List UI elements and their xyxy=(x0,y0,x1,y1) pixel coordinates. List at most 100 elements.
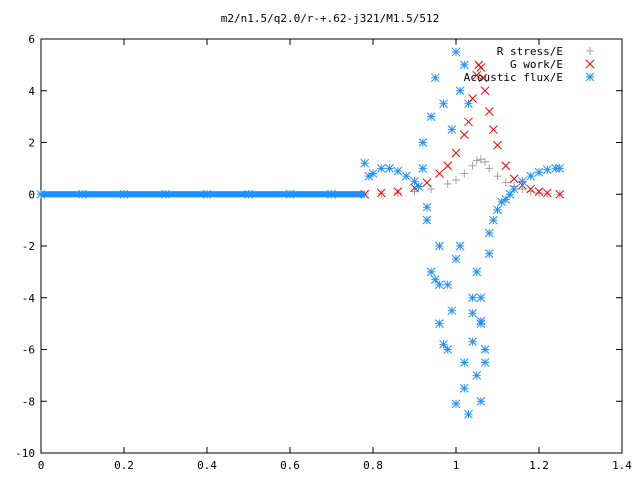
data-point xyxy=(472,267,482,277)
data-point xyxy=(36,189,46,199)
data-point xyxy=(285,189,295,199)
x-tick-label: 0.6 xyxy=(280,459,300,472)
data-point xyxy=(476,293,486,303)
legend-marker xyxy=(586,47,594,55)
data-point xyxy=(468,94,477,103)
y-tick-label: -2 xyxy=(22,240,35,253)
data-point xyxy=(393,187,403,197)
data-point xyxy=(534,167,544,177)
data-point xyxy=(451,254,461,264)
data-point xyxy=(542,165,552,175)
data-point xyxy=(161,189,170,199)
data-point xyxy=(451,47,461,57)
data-point xyxy=(526,171,536,181)
y-tick-label: 0 xyxy=(28,188,35,201)
x-tick-label: 0.8 xyxy=(363,459,383,472)
data-marks xyxy=(36,47,565,419)
data-point xyxy=(414,182,424,191)
data-point xyxy=(485,164,494,173)
data-point xyxy=(484,249,494,259)
data-point xyxy=(476,316,486,326)
data-point xyxy=(459,60,469,70)
data-point xyxy=(476,155,485,164)
data-point xyxy=(360,158,370,168)
data-point xyxy=(376,164,386,173)
y-tick-label: 4 xyxy=(28,85,35,98)
data-point xyxy=(418,164,428,173)
legend-marker xyxy=(585,72,595,82)
data-point xyxy=(509,174,519,184)
data-point xyxy=(443,280,453,290)
y-tick-label: -10 xyxy=(15,447,35,460)
data-point xyxy=(435,280,444,290)
data-point xyxy=(493,205,502,215)
legend-label: R stress/E xyxy=(497,45,563,58)
x-tick-label: 1.2 xyxy=(529,459,549,472)
data-point xyxy=(478,73,488,83)
data-point xyxy=(509,184,519,194)
y-tick-label: -4 xyxy=(22,292,36,305)
data-point xyxy=(464,409,473,419)
data-point xyxy=(377,189,386,198)
data-point xyxy=(452,176,460,185)
data-point xyxy=(555,189,565,199)
data-point xyxy=(493,140,502,150)
data-point xyxy=(422,202,432,212)
data-point xyxy=(468,337,477,347)
data-point xyxy=(327,189,336,199)
y-tick-label: -6 xyxy=(22,344,35,357)
y-tick-label: -8 xyxy=(22,395,35,408)
data-point xyxy=(422,178,432,187)
data-point xyxy=(385,164,394,173)
data-point xyxy=(480,358,490,367)
data-point xyxy=(430,275,440,284)
data-point xyxy=(505,189,515,199)
data-point xyxy=(410,187,419,196)
data-point xyxy=(455,86,465,96)
data-point xyxy=(119,189,129,199)
data-point xyxy=(518,185,527,194)
x-tick-label: 1.4 xyxy=(612,459,632,472)
data-point xyxy=(488,125,498,134)
data-point xyxy=(472,156,481,165)
data-point xyxy=(526,184,536,194)
data-point xyxy=(464,99,473,109)
data-point xyxy=(430,73,440,83)
data-point xyxy=(435,241,444,251)
series-2 xyxy=(36,47,565,419)
data-point xyxy=(501,161,511,171)
data-point xyxy=(501,195,511,204)
data-point xyxy=(476,63,486,72)
data-point xyxy=(443,179,452,188)
x-tick-label: 0.4 xyxy=(197,459,217,472)
data-point xyxy=(501,178,510,187)
data-point xyxy=(535,188,543,197)
data-point xyxy=(518,176,527,186)
data-point xyxy=(426,112,436,121)
x-tick-label: 0.2 xyxy=(114,459,134,472)
data-point xyxy=(435,319,444,328)
data-point xyxy=(488,215,498,225)
data-point xyxy=(468,161,477,170)
x-tick-label: 1 xyxy=(453,459,460,472)
y-tick-label: 2 xyxy=(28,137,35,150)
data-point xyxy=(455,241,465,251)
data-point xyxy=(439,339,448,349)
data-point xyxy=(460,169,469,178)
data-point xyxy=(459,383,469,393)
data-point xyxy=(418,138,428,147)
data-point xyxy=(464,117,473,127)
data-point xyxy=(472,70,482,80)
data-point xyxy=(368,169,378,178)
data-point xyxy=(468,308,477,318)
y-tick-label: 6 xyxy=(28,33,35,46)
data-point xyxy=(393,188,402,197)
data-point xyxy=(542,188,552,198)
data-point xyxy=(447,306,457,316)
data-point xyxy=(472,371,482,380)
legend-label: G work/E xyxy=(510,58,563,71)
data-point xyxy=(364,171,374,181)
data-point xyxy=(435,169,444,178)
